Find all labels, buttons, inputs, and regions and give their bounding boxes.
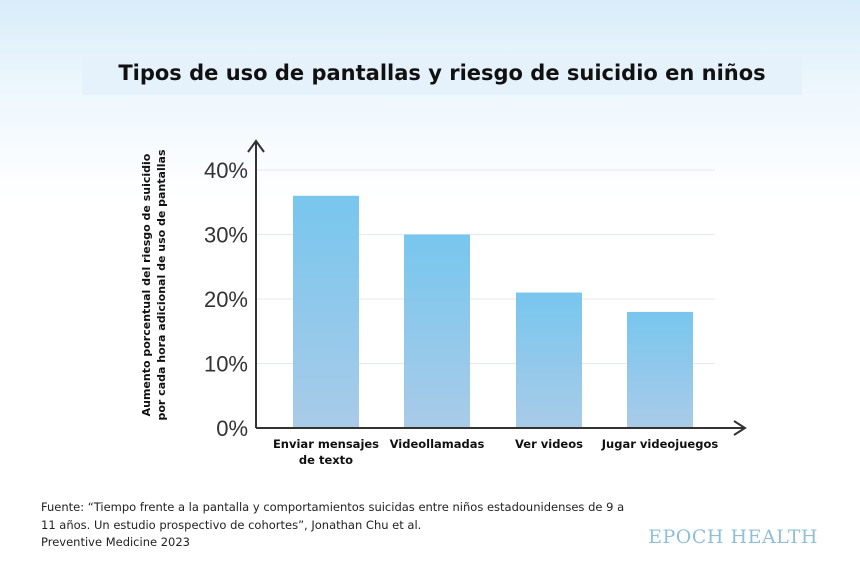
bar [404,234,470,428]
source-line-3: Preventive Medicine 2023 [41,535,190,549]
x-tick-label: de texto [299,453,353,467]
bar [516,292,582,428]
y-tick-label: 40% [204,158,248,183]
x-tick-label: Jugar videojuegos [601,437,719,451]
chart-title: Tipos de uso de pantallas y riesgo de su… [118,61,766,85]
y-tick-label: 30% [204,223,248,248]
y-axis-arrow-icon [247,139,265,153]
x-axis-arrow-icon [733,420,747,436]
x-tick-label: Videollamadas [390,437,485,451]
y-tick-label: 0% [216,416,248,441]
bar [627,311,693,428]
source-line-2: 11 años. Un estudio prospectivo de cohor… [41,517,422,532]
source-line-1: Fuente: “Tiempo frente a la pantalla y c… [41,500,625,514]
x-tick-label: Ver videos [515,437,583,451]
title-band: Tipos de uso de pantallas y riesgo de su… [82,57,802,95]
source-citation: Fuente: “Tiempo frente a la pantalla y c… [41,499,641,552]
x-tick-label: Enviar mensajes [273,437,379,451]
bar [293,195,359,428]
y-tick-label: 10% [204,352,248,377]
y-tick-label: 20% [204,287,248,312]
brand-logo: EPOCH HEALTH [648,526,818,548]
